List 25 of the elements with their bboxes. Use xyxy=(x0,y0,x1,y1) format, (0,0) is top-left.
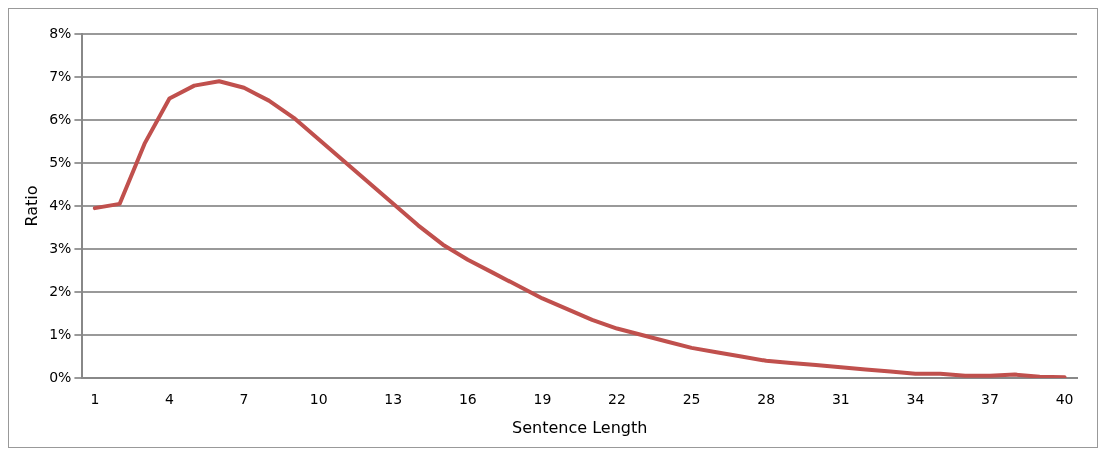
y-tick-label: 4% xyxy=(49,196,72,213)
y-tick-label: 0% xyxy=(49,368,72,385)
x-tick-label: 4 xyxy=(164,391,174,408)
x-tick-label: 1 xyxy=(90,391,100,408)
y-axis-title: Ratio xyxy=(21,185,41,227)
x-tick-label: 25 xyxy=(682,391,701,408)
x-tick-label: 10 xyxy=(309,391,328,408)
x-tick-label: 28 xyxy=(757,391,776,408)
y-tick-label: 3% xyxy=(49,239,72,256)
x-tick-label: 31 xyxy=(831,391,850,408)
y-tick-label: 6% xyxy=(49,110,72,127)
x-tick-label: 37 xyxy=(981,391,999,408)
x-axis-title: Sentence Length xyxy=(512,417,648,437)
x-tick-label: 34 xyxy=(906,391,925,408)
y-tick-label: 5% xyxy=(49,153,72,170)
x-tick-label: 22 xyxy=(608,391,626,408)
x-tick-label: 13 xyxy=(384,391,403,408)
x-tick-label: 40 xyxy=(1055,391,1074,408)
y-tick-label: 1% xyxy=(49,325,72,342)
x-tick-label: 7 xyxy=(239,391,249,408)
y-tick-label: 7% xyxy=(49,67,72,84)
y-tick-label: 8% xyxy=(49,24,72,41)
x-tick-label: 19 xyxy=(533,391,552,408)
x-tick-label: 16 xyxy=(458,391,477,408)
y-tick-label: 2% xyxy=(49,282,72,299)
